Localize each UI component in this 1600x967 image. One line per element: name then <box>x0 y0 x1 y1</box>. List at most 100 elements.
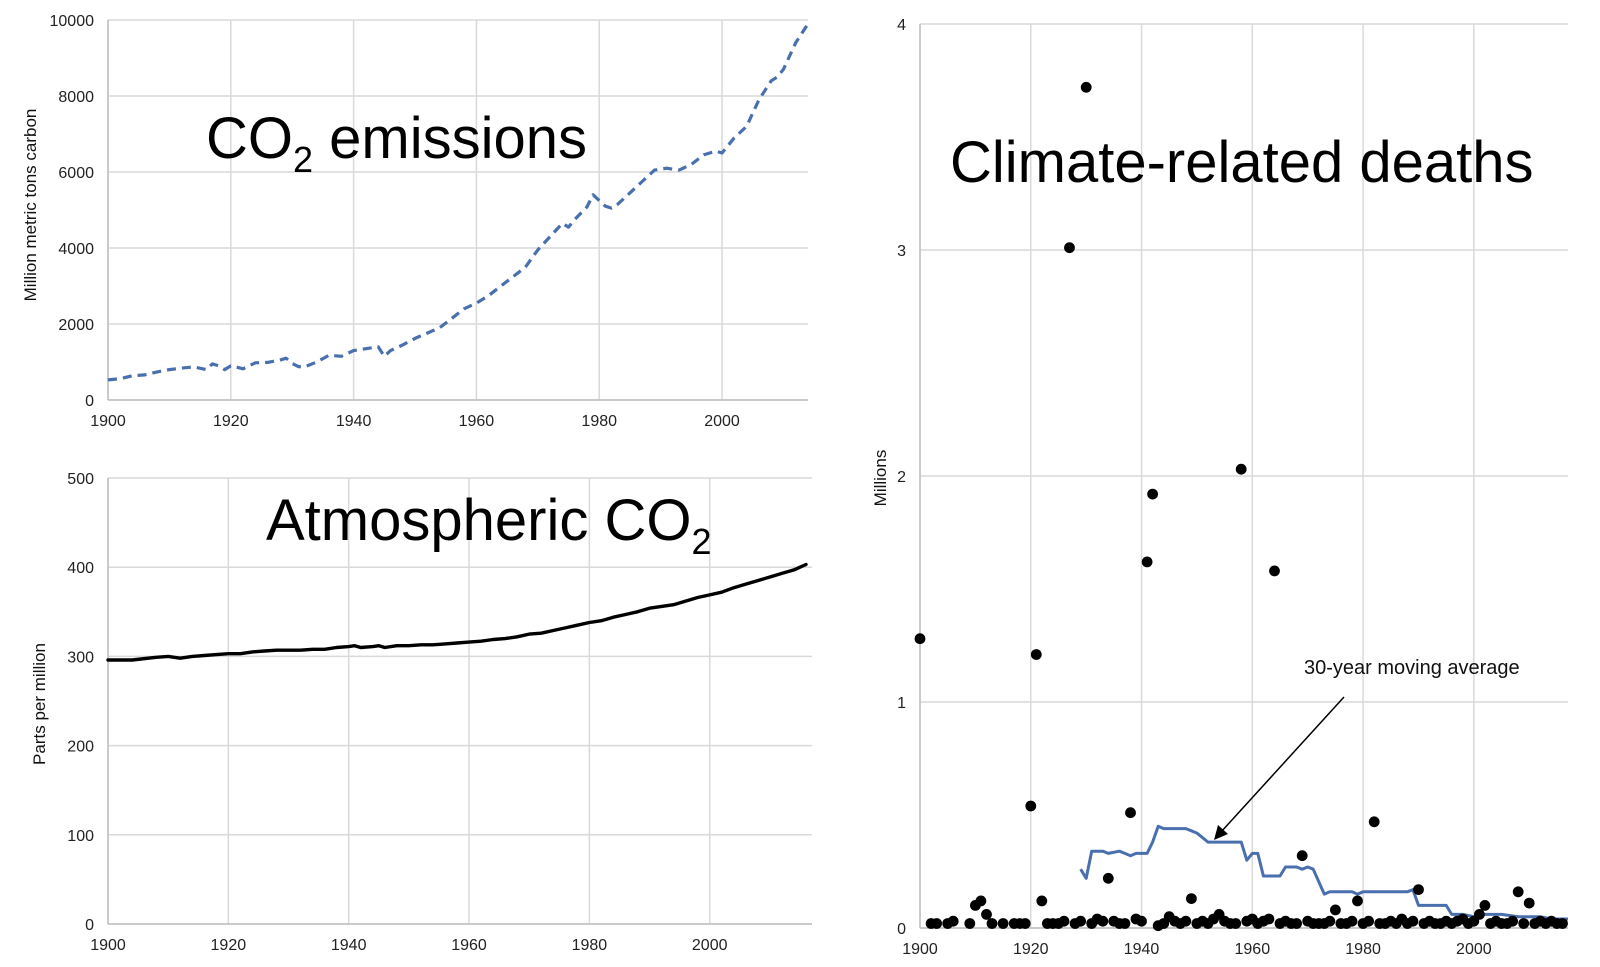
deaths-x-tick-label: 2000 <box>1456 941 1492 958</box>
death-data-point <box>1474 909 1485 920</box>
deaths-x-tick-label: 1920 <box>1013 941 1049 958</box>
death-data-point <box>1125 807 1136 819</box>
death-data-point <box>1346 915 1358 927</box>
atmospheric-title-main: Atmospheric CO <box>266 488 691 553</box>
death-data-point <box>1141 556 1153 568</box>
deaths-y-tick-label: 3 <box>897 243 906 260</box>
deaths-scatter-points <box>914 81 1568 932</box>
death-data-point <box>981 909 992 920</box>
atmospheric-x-tick-label: 2000 <box>692 937 728 954</box>
emissions-tick-labels: 0 2000 4000 6000 8000 10000 1900 1920 1940 1960 19… <box>50 13 740 430</box>
emissions-y-tick-label: 2000 <box>58 317 94 334</box>
emissions-y-tick-label: 8000 <box>58 89 94 106</box>
moving-average-line <box>1079 824 1568 921</box>
atmospheric-y-tick-label: 200 <box>67 739 94 756</box>
death-data-point <box>964 918 976 929</box>
death-data-point <box>1368 816 1380 828</box>
death-data-point <box>1291 918 1302 929</box>
emissions-y-axis-label: Million metric tons carbon <box>21 109 40 302</box>
death-data-point <box>1407 915 1419 927</box>
death-data-point <box>1019 918 1031 929</box>
moving-average-annotation: 30-year moving average <box>1304 657 1520 679</box>
death-data-point <box>931 918 942 929</box>
moving-average-series <box>1079 824 1568 921</box>
emissions-title-main: CO <box>206 106 293 171</box>
death-data-point <box>1363 915 1374 927</box>
deaths-chart: 0 1 2 3 4 1900 1920 1940 1960 1980 2000 Millions C… <box>871 17 1568 958</box>
emissions-line <box>107 22 810 382</box>
annotation-arrow <box>1214 696 1345 840</box>
emissions-series <box>107 22 810 382</box>
death-data-point <box>1186 893 1197 904</box>
atmospheric-x-tick-label: 1940 <box>331 937 367 954</box>
emissions-chart: 0 2000 4000 6000 8000 10000 1900 1920 1940 1960 19… <box>21 13 810 430</box>
atmospheric-y-tick-label: 300 <box>67 649 94 666</box>
death-data-point <box>1119 918 1131 929</box>
atmospheric-series <box>106 562 808 662</box>
death-data-point <box>914 633 926 645</box>
atmospheric-title: Atmospheric CO2 <box>266 488 712 562</box>
death-data-point <box>1036 895 1048 907</box>
deaths-x-tick-label: 1960 <box>1235 941 1271 958</box>
death-data-point <box>1479 900 1491 911</box>
annotation-arrow-shaft <box>1220 696 1345 833</box>
deaths-y-tick-label: 4 <box>897 17 906 34</box>
atmospheric-y-tick-label: 0 <box>85 917 94 934</box>
deaths-x-tick-label: 1940 <box>1124 941 1160 958</box>
atmospheric-x-tick-label: 1960 <box>451 937 487 954</box>
emissions-y-tick-label: 10000 <box>50 13 95 30</box>
emissions-gridlines <box>107 19 808 401</box>
death-data-point <box>1080 81 1092 93</box>
emissions-x-tick-label: 1980 <box>581 413 617 430</box>
emissions-x-tick-label: 1960 <box>459 413 495 430</box>
death-data-point <box>1025 800 1037 812</box>
death-data-point <box>1230 918 1242 929</box>
death-data-point <box>1352 895 1363 907</box>
death-data-point <box>1136 915 1147 927</box>
deaths-title: Climate-related deaths <box>950 130 1534 195</box>
emissions-x-tick-label: 1940 <box>336 413 372 430</box>
death-data-point <box>1269 565 1280 577</box>
emissions-title: CO2 emissions <box>206 106 587 180</box>
emissions-title-rest: emissions <box>313 106 587 171</box>
atmospheric-x-tick-label: 1980 <box>572 937 608 954</box>
deaths-y-tick-label: 2 <box>897 469 906 486</box>
death-data-point <box>1296 850 1308 862</box>
atmospheric-chart: 0 100 200 300 400 500 1900 1920 1940 1960 1980 2000… <box>30 471 812 954</box>
emissions-title-subscript: 2 <box>293 139 313 180</box>
death-data-point <box>1557 918 1568 929</box>
atmospheric-line <box>106 562 808 662</box>
atmospheric-y-axis-label: Parts per million <box>30 643 49 765</box>
death-data-point <box>997 918 1009 929</box>
deaths-y-tick-label: 1 <box>897 695 906 712</box>
deaths-y-tick-label: 0 <box>897 921 906 938</box>
deaths-x-tick-label: 1980 <box>1345 941 1381 958</box>
death-data-point <box>1235 463 1247 475</box>
death-data-point <box>1147 488 1158 500</box>
atmospheric-x-tick-label: 1900 <box>90 937 126 954</box>
atmospheric-x-tick-label: 1920 <box>211 937 247 954</box>
atmospheric-title-subscript: 2 <box>691 521 711 562</box>
death-data-point <box>1523 897 1535 909</box>
death-data-point <box>975 895 987 907</box>
death-data-point <box>1058 915 1070 927</box>
deaths-tick-labels: 0 1 2 3 4 1900 1920 1940 1960 1980 2000 <box>897 17 1492 958</box>
death-data-point <box>1102 872 1114 884</box>
death-data-point <box>1064 242 1075 254</box>
emissions-x-tick-label: 2000 <box>704 413 740 430</box>
atmospheric-gridlines <box>107 477 812 925</box>
death-data-point <box>1507 915 1518 927</box>
death-data-point <box>986 918 998 929</box>
death-data-point <box>1180 915 1192 927</box>
atmospheric-y-tick-label: 100 <box>67 828 94 845</box>
death-data-point <box>947 915 959 927</box>
emissions-y-tick-label: 4000 <box>58 241 94 258</box>
emissions-y-tick-label: 0 <box>85 393 94 410</box>
death-data-point <box>1413 884 1424 895</box>
death-data-point <box>1324 915 1336 927</box>
death-data-point <box>1512 886 1524 898</box>
death-data-point <box>1030 649 1042 660</box>
annotation-arrow-head <box>1214 825 1228 840</box>
atmospheric-y-tick-label: 500 <box>67 471 94 488</box>
